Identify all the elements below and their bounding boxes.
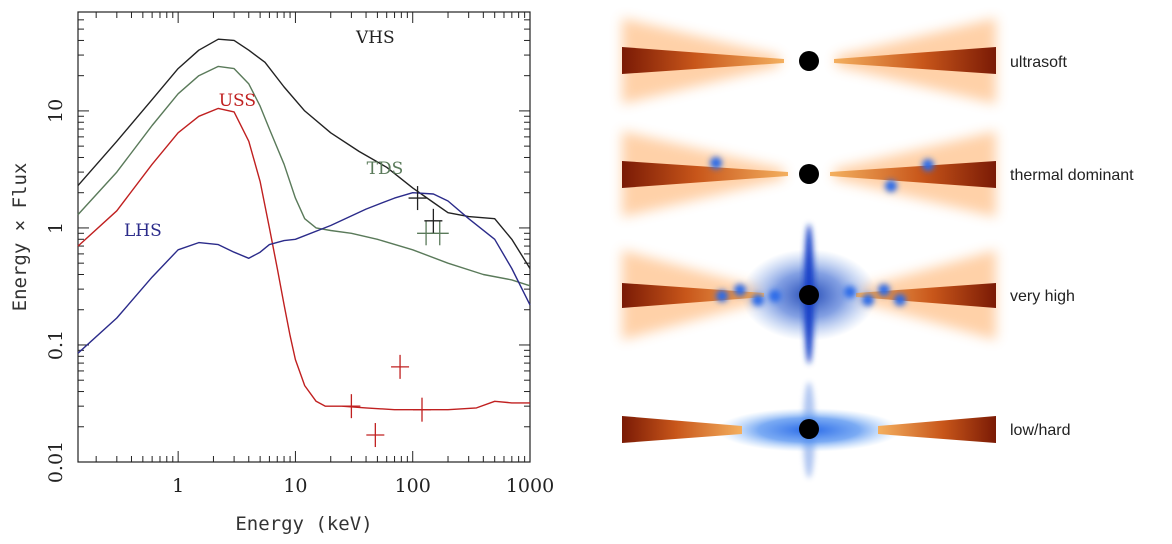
disk-right (856, 283, 996, 308)
plot-frame (77, 11, 531, 463)
disk-left (622, 283, 764, 308)
corona-blob (710, 157, 722, 169)
x-tick-label: 1 (172, 475, 184, 497)
error-bar (391, 354, 410, 379)
spectrum-plot: 1 10 100 1000 0.01 0.1 1 10 VHS TDS USS LHS Energ… (9, 11, 554, 535)
series-line-vhs (77, 38, 531, 269)
black-hole (799, 164, 819, 184)
disk-left (622, 47, 784, 74)
error-bar (408, 186, 427, 211)
series-layer (77, 38, 531, 411)
black-hole (799, 51, 819, 71)
corona-blob (734, 284, 746, 296)
corona-blob (716, 290, 728, 302)
corona-blob (752, 294, 764, 306)
y-tick-label: 10 (45, 99, 67, 123)
corona-blob (844, 286, 856, 298)
series-label-lhs: LHS (124, 221, 162, 241)
error-bar (413, 397, 432, 422)
y-tick-label: 0.1 (45, 330, 67, 360)
x-axis-title: Energy (keV) (235, 513, 372, 535)
state-label-low-hard: low/hard (1010, 422, 1070, 439)
error-bar (366, 423, 385, 448)
corona-blob (894, 294, 906, 306)
black-hole (799, 419, 819, 439)
series-label-tds: TDS (367, 159, 404, 179)
state-row-low-hard: low/hard (622, 382, 1070, 478)
y-tick-label: 1 (45, 222, 67, 234)
series-label-layer: VHS TDS USS LHS (124, 28, 403, 241)
series-label-vhs: VHS (355, 28, 395, 48)
x-tick-label: 10 (283, 475, 307, 497)
y-tick-labels: 0.01 0.1 1 10 (45, 99, 67, 483)
series-line-uss (77, 107, 530, 411)
error-bar (424, 208, 443, 233)
x-tick-label: 1000 (506, 475, 554, 497)
error-bar (430, 221, 449, 246)
error-bar (342, 394, 361, 419)
series-label-uss: USS (219, 91, 256, 111)
state-row-ultrasoft: ultrasoft (622, 18, 1067, 104)
disk-right (830, 161, 996, 188)
black-hole (799, 285, 819, 305)
state-label-very-high: very high (1010, 288, 1075, 305)
corona-blob (769, 290, 781, 302)
series-line-lhs (77, 191, 531, 354)
series-line-tds (77, 65, 531, 287)
state-label-thermal-dominant: thermal dominant (1010, 167, 1134, 184)
disk-left (622, 416, 742, 443)
x-tick-labels: 1 10 100 1000 (172, 475, 554, 497)
y-tick-label: 0.01 (45, 441, 67, 483)
disk-right (834, 47, 996, 74)
x-tick-label: 100 (395, 475, 431, 497)
corona-blob (862, 294, 874, 306)
y-axis-title: Energy × Flux (9, 163, 31, 312)
accretion-states-diagram: ultrasoft thermal dominant (622, 18, 1134, 478)
disk-left (622, 161, 788, 188)
state-label-ultrasoft: ultrasoft (1010, 54, 1067, 71)
corona-blob (885, 180, 897, 192)
state-row-very-high: very high (622, 224, 1075, 364)
corona-blob (922, 159, 934, 171)
state-row-thermal-dominant: thermal dominant (622, 131, 1134, 217)
axis-ticks (78, 11, 531, 463)
corona-blob (878, 284, 890, 296)
disk-right (878, 416, 996, 443)
error-bar-layer (342, 186, 449, 448)
